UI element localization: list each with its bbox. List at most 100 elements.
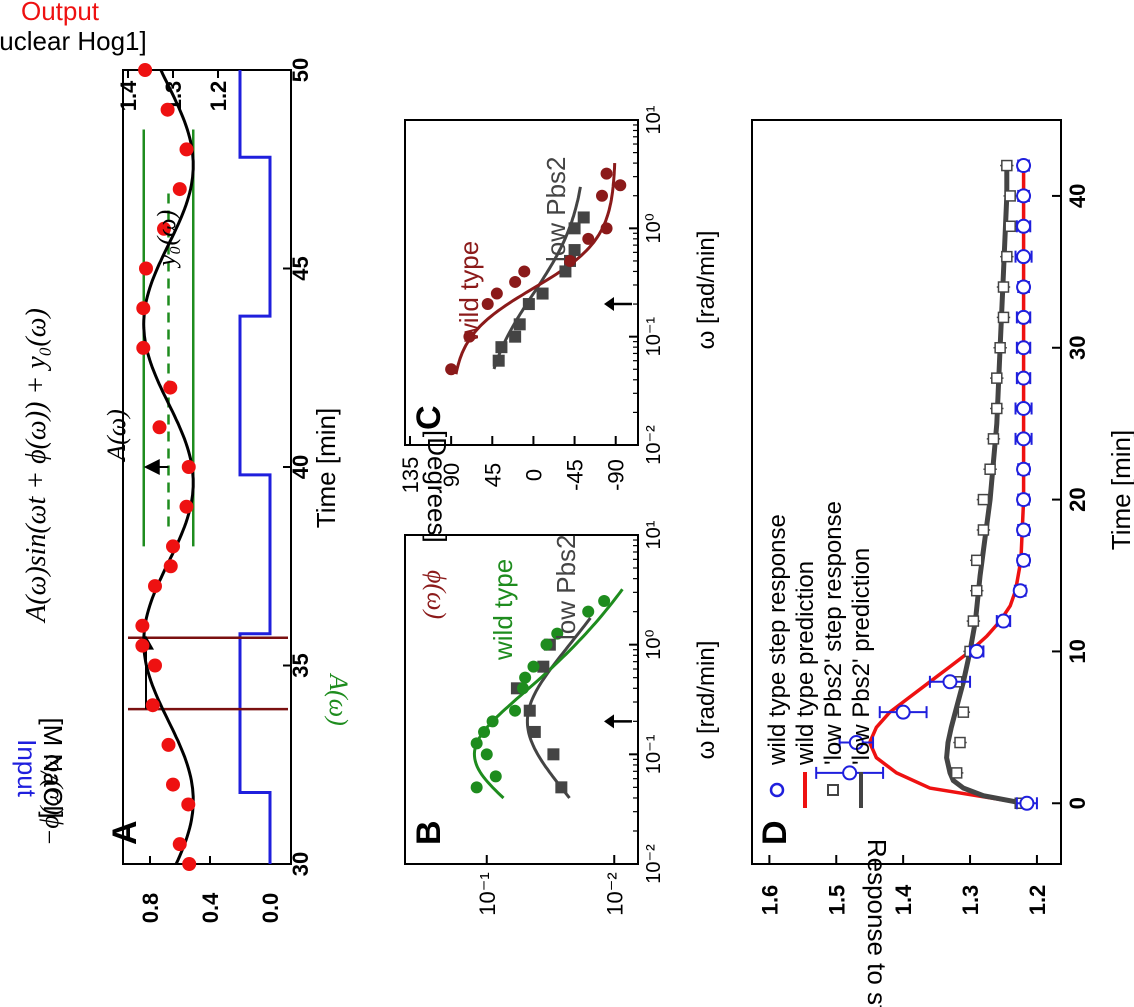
panel-b-xlabel: ω [rad/min] xyxy=(693,641,720,760)
panel-d-wild-type-point xyxy=(1016,492,1032,508)
panel-c-low-pbs2-point xyxy=(513,318,526,331)
panel-d-legend: wild type step response wild type predict… xyxy=(764,501,875,808)
panel-a-output-point xyxy=(138,63,153,77)
panel-a-ylabel-right-top: Output xyxy=(21,0,100,26)
panel-d-wild-type-point xyxy=(969,643,985,659)
panel-d-wild-type-point xyxy=(1016,249,1032,265)
panel-b-low-pbs2-point xyxy=(528,725,541,738)
panel-d-label: D xyxy=(756,820,794,845)
panel-d-low-pbs2-point xyxy=(991,372,1003,384)
panel-d-low-pbs2-point xyxy=(1001,159,1013,172)
panel-c-ylabel-phi: ϕ(ω) xyxy=(422,570,451,619)
legend-low-pbs2-step-marker xyxy=(827,784,839,796)
panel-c-x-tick-label: 10¹ xyxy=(643,105,665,134)
panel-d-wild-type-point xyxy=(1016,400,1032,416)
panel-a-output-point xyxy=(135,638,150,653)
panel-d-low-pbs2-point xyxy=(957,706,970,718)
panel-c-y-tick-label: 0 xyxy=(521,469,546,481)
panel-c-low-pbs2-point xyxy=(559,265,572,278)
panel-c: 10⁻² 10⁻¹ 10⁰ 10¹ -90 -45 0 45 90 135 C ω [rad/mi… xyxy=(398,105,720,619)
panel-a-xlabel: Time [min] xyxy=(311,408,341,528)
panel-d-low-pbs2-point xyxy=(1001,250,1013,263)
panel-c-wild-type-point xyxy=(463,330,476,343)
panel-d-low-pbs2-point xyxy=(954,736,966,749)
panel-c-wild-type-point xyxy=(518,265,531,278)
panel-d-low-pbs2-point xyxy=(977,524,990,536)
panel-c-wild-type-point xyxy=(600,222,613,235)
panel-c-low-pbs2-point xyxy=(568,222,581,235)
panel-a-right-tick-label: 1.4 xyxy=(116,80,141,111)
panel-a-output-point xyxy=(135,618,150,633)
panel-a-output-point xyxy=(182,857,197,871)
panel-c-xlabel: ω [rad/min] xyxy=(693,231,720,350)
panel-a-ylabel-right-bottom: [Nuclear Hog1] xyxy=(0,26,147,56)
panel-a-left-tick-label: 0.0 xyxy=(258,893,283,924)
panel-d-y-tick-label: 1.2 xyxy=(1025,885,1050,916)
panel-c-ylabel-degrees: [Degrees] xyxy=(422,430,452,543)
panel-a-input-square-wave xyxy=(238,70,272,864)
panel-d-low-pbs2-point xyxy=(967,615,980,627)
panel-b-wild-type-point xyxy=(551,627,564,640)
panel-c-frame xyxy=(404,119,639,446)
panel-d-low-pbs2-point xyxy=(987,433,1000,445)
legend-entry-label: wild type step response xyxy=(764,514,791,766)
panel-d-x-tick-label: 0 xyxy=(1065,797,1090,809)
panel-d-low-pbs2-point xyxy=(970,584,983,597)
panel-a-annotation-phase: −ϕ(ω)/ω xyxy=(35,754,64,846)
panel-c-low-pbs2-point xyxy=(536,287,549,300)
panel-c-low-pbs2-point xyxy=(522,298,535,311)
panel-b-wild-type-point xyxy=(486,715,499,728)
panel-b-wild-type-point xyxy=(470,737,483,750)
panel-a-output-point xyxy=(157,221,171,236)
panel-d-y-tick-label: 1.5 xyxy=(824,885,849,916)
panel-c-y-tick-label: 45 xyxy=(480,463,505,487)
panel-d-wild-type-point xyxy=(942,674,958,690)
panel-c-y-tick-label: -90 xyxy=(604,459,629,491)
panel-c-label: C xyxy=(410,405,448,430)
panel-d-frame xyxy=(751,119,1062,865)
panel-b-low-pbs2-fit xyxy=(525,617,592,799)
panel-b-wild-type-point xyxy=(519,671,532,684)
panel-a-annotation-main: A(ω)sin(ωt + ϕ(ω)) + y₀(ω) xyxy=(21,308,52,624)
panel-d-y-tick-label: 1.4 xyxy=(891,884,916,915)
panel-c-legend-low-pbs2: low Pbs2 xyxy=(541,157,571,263)
panel-c-wild-type-point xyxy=(445,363,458,376)
panel-a-output-point xyxy=(179,142,194,157)
panel-d-low-pbs2-point xyxy=(984,463,996,475)
panel-d-low-pbs2-point xyxy=(970,554,983,567)
panel-d-wild-type-point xyxy=(1016,279,1032,295)
panel-d-low-pbs2-point xyxy=(1004,220,1016,233)
panel-c-marks: 10⁻² 10⁻¹ 10⁰ 10¹ -90 -45 0 45 90 135 xyxy=(398,105,665,493)
panel-b-wild-type-point xyxy=(527,660,540,673)
panel-d-wild-type-point xyxy=(1016,431,1032,447)
panel-a-output-point xyxy=(181,460,196,474)
panel-d-x-tick-label: 20 xyxy=(1065,487,1090,511)
panel-b-y-tick-label: 10⁻¹ xyxy=(475,872,500,915)
panel-d-wild-type-point xyxy=(1016,340,1032,356)
panel-b: 10⁻² 10⁻¹ 10⁰ 10¹ 10⁻¹ 10⁻² B ω [rad/min] A(ω… xyxy=(324,520,720,916)
panel-a-right-tick-label: 1.2 xyxy=(206,81,231,112)
panel-a-output-point xyxy=(139,261,153,276)
panel-d: 1.2 1.3 1.4 1.5 1.6 0 10 20 30 40 D Time [min] Re… xyxy=(751,119,1134,1007)
panel-d-low-pbs2-point xyxy=(997,311,1010,324)
panel-a-output-point xyxy=(166,539,180,554)
panel-a-output-point xyxy=(148,579,162,594)
panel-b-x-tick-label: 10⁰ xyxy=(643,630,665,660)
panel-c-low-pbs2-point xyxy=(577,211,590,224)
panel-a-output-point xyxy=(179,499,194,514)
panel-d-wild-type-point xyxy=(1016,309,1032,325)
panel-d-low-pbs2-point xyxy=(994,342,1006,354)
panel-b-y-tick-label: 10⁻² xyxy=(602,872,627,915)
panel-a-label: A xyxy=(106,820,144,845)
panel-c-low-pbs2-fit xyxy=(492,186,582,370)
legend-wild-type-step-marker xyxy=(769,782,785,798)
panel-b-x-tick-label: 10¹ xyxy=(643,520,665,549)
panel-b-low-pbs2-point xyxy=(523,704,536,717)
panel-a-x-tick-label: 50 xyxy=(288,58,313,82)
panel-c-arrowhead xyxy=(604,297,614,312)
panel-a-ylabel-left-bottom: [M NaCl] xyxy=(38,717,68,818)
panel-c-y-tick-label: 90 xyxy=(439,463,464,487)
panel-d-y-tick-label: 1.6 xyxy=(757,885,782,916)
panel-d-wild-type-prediction xyxy=(867,165,1026,806)
